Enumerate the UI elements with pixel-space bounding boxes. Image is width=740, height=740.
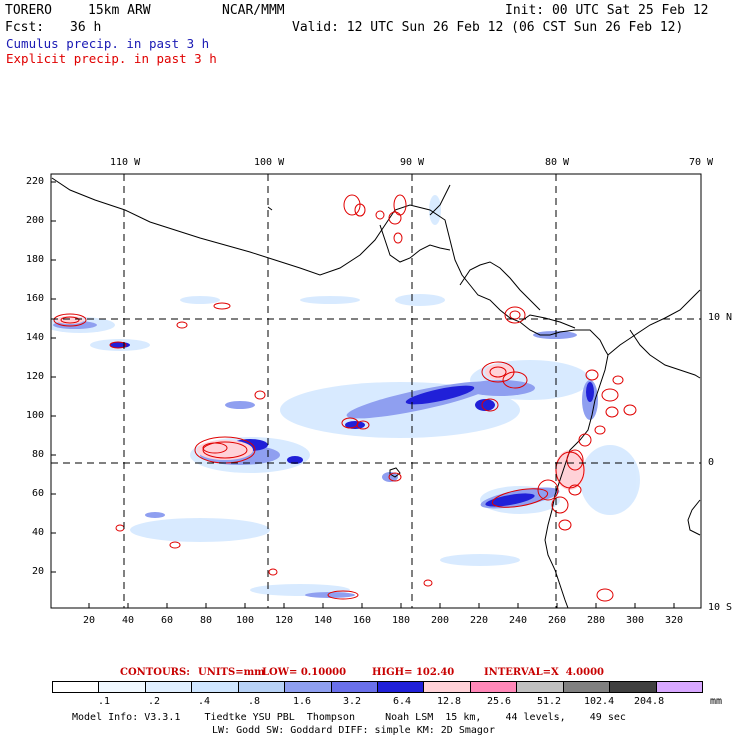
colorbar-swatch: [52, 681, 100, 693]
x-tick: 100: [236, 615, 255, 626]
colorbar-label: 3.2: [343, 696, 362, 707]
x-tick: 160: [353, 615, 372, 626]
x-tick: 60: [161, 615, 174, 626]
colorbar-label: .2: [148, 696, 161, 707]
x-tick: 220: [470, 615, 489, 626]
x-tick: 180: [392, 615, 411, 626]
model-name: TORERO: [5, 3, 52, 18]
lon-label-100w: 100 W: [254, 157, 285, 168]
colorbar-swatch: [284, 681, 332, 693]
model-info: Model Info: V3.3.1 Tiedtke YSU PBL Thomp…: [72, 712, 626, 723]
colorbar-swatch: [144, 681, 193, 693]
model-physics: LW: Godd SW: Goddard DIFF: simple KM: 2D…: [212, 725, 495, 736]
lat-label-0: 0: [708, 457, 715, 468]
colorbar-label: .1: [98, 696, 111, 707]
colorbar-swatch: [469, 681, 518, 693]
grid-spacing: 15km ARW: [88, 3, 151, 18]
x-tick: 300: [626, 615, 645, 626]
lon-label-90w: 90 W: [400, 157, 425, 168]
y-tick: 80: [32, 449, 45, 460]
x-tick: 40: [122, 615, 135, 626]
map-frame: [50, 173, 702, 609]
x-tick: 200: [431, 615, 450, 626]
y-tick: 160: [26, 293, 45, 304]
colorbar-swatch: [237, 681, 286, 693]
lon-label-80w: 80 W: [545, 157, 570, 168]
explicit-legend: Explicit precip. in past 3 h: [6, 51, 217, 66]
colorbar-label: 1.6: [293, 696, 312, 707]
axis-ticks: [51, 181, 675, 608]
y-tick: 200: [26, 215, 45, 226]
colorbar-label: .4: [198, 696, 211, 707]
colorbar-label: 25.6: [487, 696, 512, 707]
contours-label: CONTOURS:: [120, 667, 190, 678]
cumulus-legend: Cumulus precip. in past 3 h: [6, 36, 210, 51]
init-time: Init: 00 UTC Sat 25 Feb 12: [505, 3, 709, 18]
y-tick: 180: [26, 254, 45, 265]
lat-label-10n: 10 N: [708, 312, 733, 323]
colorbar-swatch: [609, 681, 657, 693]
x-tick: 120: [275, 615, 294, 626]
colorbar-swatch: [655, 681, 703, 693]
colorbar-label: 51.2: [537, 696, 562, 707]
coastlines: [51, 177, 701, 608]
light-precip-areas: [51, 195, 640, 596]
colorbar-label: .8: [248, 696, 261, 707]
valid-time: Valid: 12 UTC Sun 26 Feb 12 (06 CST Sun …: [292, 20, 684, 35]
y-tick: 220: [26, 176, 45, 187]
lat-lon-grid: [51, 174, 701, 608]
colorbar-label: 102.4: [584, 696, 615, 707]
y-tick: 100: [26, 410, 45, 421]
colorbar-label: 6.4: [393, 696, 412, 707]
colorbar-swatch: [191, 681, 239, 693]
x-tick: 20: [83, 615, 96, 626]
y-tick: 140: [26, 332, 45, 343]
x-tick: 260: [548, 615, 567, 626]
colorbar-swatch: [562, 681, 611, 693]
contours-units: UNITS=mm: [198, 667, 265, 678]
x-tick: 280: [587, 615, 606, 626]
colorbar-unit: mm: [710, 696, 723, 707]
forecast-label: Fcst:: [5, 20, 45, 35]
lon-label-110w: 110 W: [110, 157, 141, 168]
x-tick: 240: [509, 615, 528, 626]
y-tick: 60: [32, 488, 45, 499]
contours-high: HIGH= 102.40: [372, 667, 455, 678]
heavy-precip-areas: [110, 342, 594, 507]
map-field: [51, 174, 701, 608]
x-tick: 80: [200, 615, 213, 626]
organization: NCAR/MMM: [222, 3, 285, 18]
colorbar-swatch: [423, 681, 471, 693]
y-tick: 40: [32, 527, 45, 538]
colorbar-label: 12.8: [437, 696, 462, 707]
x-tick: 140: [314, 615, 333, 626]
x-tick: 320: [665, 615, 684, 626]
lat-label-10s: 10 S: [708, 602, 733, 613]
contours-low: LOW= 0.10000: [262, 667, 347, 678]
colorbar-swatch: [98, 681, 146, 693]
lon-label-70w: 70 W: [689, 157, 714, 168]
y-tick: 20: [32, 566, 45, 577]
y-tick: 120: [26, 371, 45, 382]
colorbar-label: 204.8: [634, 696, 665, 707]
colorbar-swatch: [377, 681, 425, 693]
forecast-hour: 36 h: [70, 20, 102, 35]
colorbar-swatch: [330, 681, 378, 693]
contours-interval: INTERVAL=X 4.0000: [484, 667, 604, 678]
colorbar-swatch: [516, 681, 564, 693]
